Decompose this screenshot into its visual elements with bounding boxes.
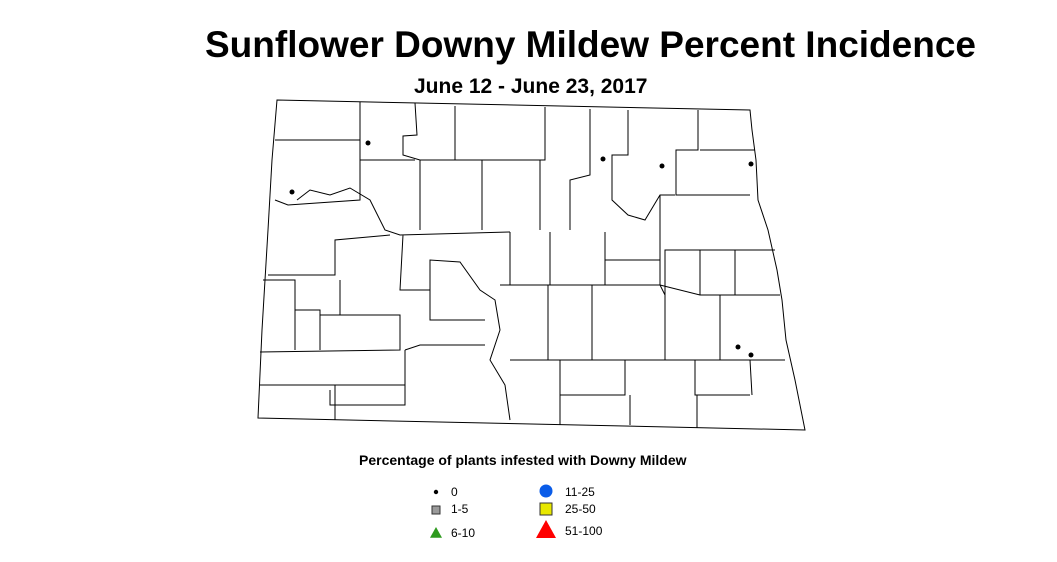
legend-label-0: 0	[451, 485, 458, 499]
observation-point	[748, 352, 754, 358]
legend-symbol-dot	[433, 489, 439, 495]
observation-point	[289, 189, 295, 195]
legend-label-51-100: 51-100	[565, 524, 603, 538]
county-lines	[259, 102, 785, 428]
legend-title: Percentage of plants infested with Downy…	[359, 452, 687, 468]
legend-symbol-square	[539, 502, 553, 516]
legend-symbol-square	[431, 505, 441, 515]
observation-point	[659, 163, 665, 169]
map-title: Sunflower Downy Mildew Percent Incidence	[205, 24, 976, 65]
legend-label-11-25: 11-25	[565, 485, 595, 499]
legend-label-1-5: 1-5	[451, 502, 469, 516]
map-subtitle: June 12 - June 23, 2017	[414, 75, 648, 98]
observation-point	[365, 140, 371, 146]
legend-symbol-triangle	[430, 527, 442, 538]
observation-point	[748, 161, 754, 167]
legend-label-6-10: 6-10	[451, 526, 476, 540]
legend-symbol-circle	[539, 484, 553, 498]
observation-point	[600, 156, 606, 162]
observation-point	[735, 344, 741, 350]
legend-label-25-50: 25-50	[565, 502, 596, 516]
legend-symbol-triangle	[536, 520, 556, 538]
